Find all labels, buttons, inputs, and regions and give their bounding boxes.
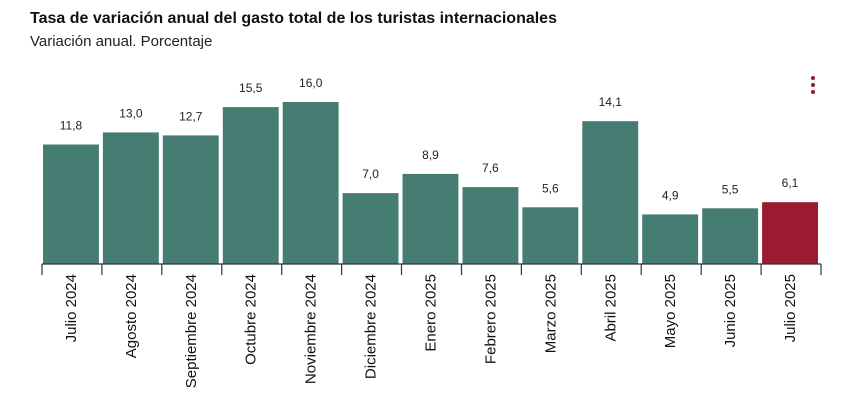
bar-value-label: 7,0 [362,167,379,181]
bar[interactable] [702,208,759,264]
bar-value-label: 12,7 [179,109,203,123]
kebab-menu-icon[interactable] [808,76,818,96]
bar-value-label: 15,5 [239,81,263,95]
x-tick-label: Junio 2025 [722,274,739,347]
bar-value-label: 11,8 [60,119,83,133]
bar-value-label: 13,0 [119,106,143,120]
x-tick-label: Septiembre 2024 [183,274,200,388]
bar[interactable] [102,132,159,264]
x-tick-label: Abril 2025 [602,274,619,342]
bar[interactable] [402,173,459,264]
bar-value-label: 7,6 [482,161,499,175]
bar[interactable] [282,102,339,264]
bar[interactable] [462,187,519,265]
bar-value-label: 4,9 [662,188,679,202]
x-tick-label: Octubre 2024 [243,274,260,365]
bar-value-label: 5,6 [542,181,559,195]
bar-value-label: 8,9 [422,148,439,162]
bar[interactable] [43,144,99,265]
x-tick-label: Julio 2024 [63,274,80,342]
bar-value-label: 14,1 [599,95,623,109]
bar[interactable] [642,214,699,264]
x-tick-label: Mayo 2025 [662,274,679,348]
chart-subtitle: Variación anual. Porcentaje [30,33,213,50]
bar[interactable] [162,135,219,264]
bar-value-label: 5,5 [722,182,739,196]
chart-title: Tasa de variación anual del gasto total … [30,10,557,27]
x-tick-label: Marzo 2025 [542,274,559,353]
x-tick-label: Julio 2025 [782,274,799,342]
x-tick-label: Diciembre 2024 [363,274,380,379]
x-tick-label: Febrero 2025 [482,274,499,364]
bar[interactable] [222,107,279,264]
bar-value-label: 6,1 [782,176,799,190]
x-tick-label: Agosto 2024 [123,274,140,358]
bar[interactable] [762,202,818,264]
x-tick-label: Enero 2025 [423,274,440,352]
bar[interactable] [342,193,399,264]
x-tick-label: Noviembre 2024 [303,274,320,384]
bar[interactable] [582,121,639,264]
bar-value-label: 16,0 [299,76,323,90]
bar[interactable] [522,207,579,264]
